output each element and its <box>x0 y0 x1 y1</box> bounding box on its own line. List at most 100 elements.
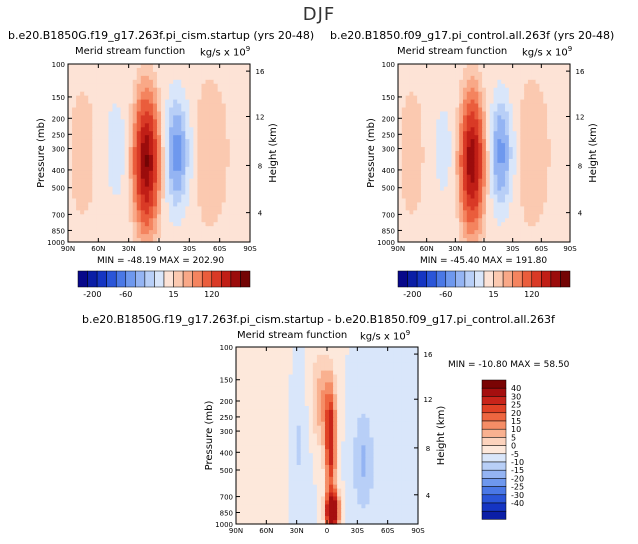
field-cell <box>497 103 502 109</box>
field-cell <box>177 127 182 132</box>
field-cell <box>205 111 211 117</box>
field-cell <box>535 91 541 97</box>
field-cell <box>209 194 215 200</box>
field-cell <box>432 190 437 196</box>
field-cell <box>80 214 85 219</box>
field-cell <box>308 347 314 352</box>
field-cell <box>409 91 414 97</box>
field-cell <box>197 115 203 120</box>
field-cell <box>96 79 101 85</box>
field-cell <box>84 206 89 211</box>
field-cell <box>189 131 194 136</box>
field-cell <box>497 238 502 243</box>
field-cell <box>201 99 207 105</box>
field-cell <box>447 147 453 152</box>
field-cell <box>132 230 138 235</box>
field-cell <box>417 162 422 168</box>
field-cell <box>377 406 383 411</box>
field-cell <box>409 95 414 101</box>
field-cell <box>76 135 81 140</box>
field-cell <box>550 154 556 160</box>
field-cell <box>381 398 387 403</box>
field-cell <box>401 147 407 152</box>
x-tick-label: 90S <box>563 245 577 253</box>
field-cell <box>221 71 227 77</box>
field-cell <box>398 147 403 152</box>
field-cell <box>173 71 178 77</box>
field-cell <box>148 190 154 196</box>
field-cell <box>177 71 182 77</box>
field-cell <box>489 119 495 124</box>
field-cell <box>84 115 89 120</box>
field-cell <box>181 103 186 109</box>
field-cell <box>558 151 563 156</box>
field-cell <box>312 382 318 387</box>
field-cell <box>524 111 529 117</box>
field-cell <box>181 79 186 85</box>
field-cell <box>229 115 235 120</box>
field-cell <box>100 71 105 77</box>
field-cell <box>144 210 150 215</box>
field-cell <box>132 190 138 196</box>
field-cell <box>505 99 510 105</box>
field-cell <box>512 222 518 227</box>
field-cell <box>428 166 433 172</box>
field-cell <box>389 394 395 399</box>
field-cell <box>84 67 89 73</box>
field-cell <box>377 386 383 391</box>
field-cell <box>516 158 521 164</box>
field-cell <box>152 67 158 73</box>
field-cell <box>440 111 445 117</box>
field-cell <box>539 206 544 211</box>
field-cell <box>156 218 162 223</box>
field-cell <box>197 238 203 243</box>
field-cell <box>161 83 166 89</box>
field-cell <box>189 95 194 101</box>
field-cell <box>209 71 215 77</box>
field-cell <box>485 147 491 152</box>
field-cell <box>256 394 261 399</box>
field-cell <box>209 64 215 69</box>
field-cell <box>241 79 247 85</box>
field-cell <box>304 398 310 403</box>
field-cell <box>68 99 73 105</box>
field-cell <box>209 123 215 128</box>
field-cell <box>308 374 314 380</box>
field-cell <box>80 83 85 89</box>
field-cell <box>177 194 182 200</box>
field-cell <box>189 135 194 140</box>
field-cell <box>229 230 235 235</box>
field-cell <box>485 99 491 105</box>
field-cell <box>361 390 367 395</box>
field-cell <box>181 107 186 113</box>
field-cell <box>524 210 529 215</box>
field-cell <box>240 382 245 387</box>
field-cell <box>424 222 430 227</box>
field-cell <box>76 143 81 148</box>
field-cell <box>409 226 414 231</box>
field-cell <box>193 238 199 243</box>
field-cell <box>185 71 190 77</box>
y-right-tick-label: 4 <box>258 210 263 218</box>
field-cell <box>148 214 154 219</box>
field-cell <box>337 362 342 368</box>
field-cell <box>493 230 498 235</box>
field-cell <box>398 234 403 239</box>
field-cell <box>485 139 491 144</box>
field-cell <box>217 119 223 124</box>
field-cell <box>268 406 273 411</box>
field-cell <box>505 222 510 227</box>
field-cell <box>409 413 415 419</box>
field-cell <box>189 234 194 239</box>
field-cell <box>432 178 437 184</box>
field-cell <box>474 222 479 227</box>
field-cell <box>165 170 170 176</box>
field-cell <box>558 143 563 148</box>
field-cell <box>466 222 472 227</box>
field-cell <box>132 222 138 227</box>
field-cell <box>108 190 114 196</box>
field-cell <box>505 64 510 69</box>
field-cell <box>329 370 334 376</box>
field-cell <box>516 214 521 219</box>
field-cell <box>440 210 445 215</box>
